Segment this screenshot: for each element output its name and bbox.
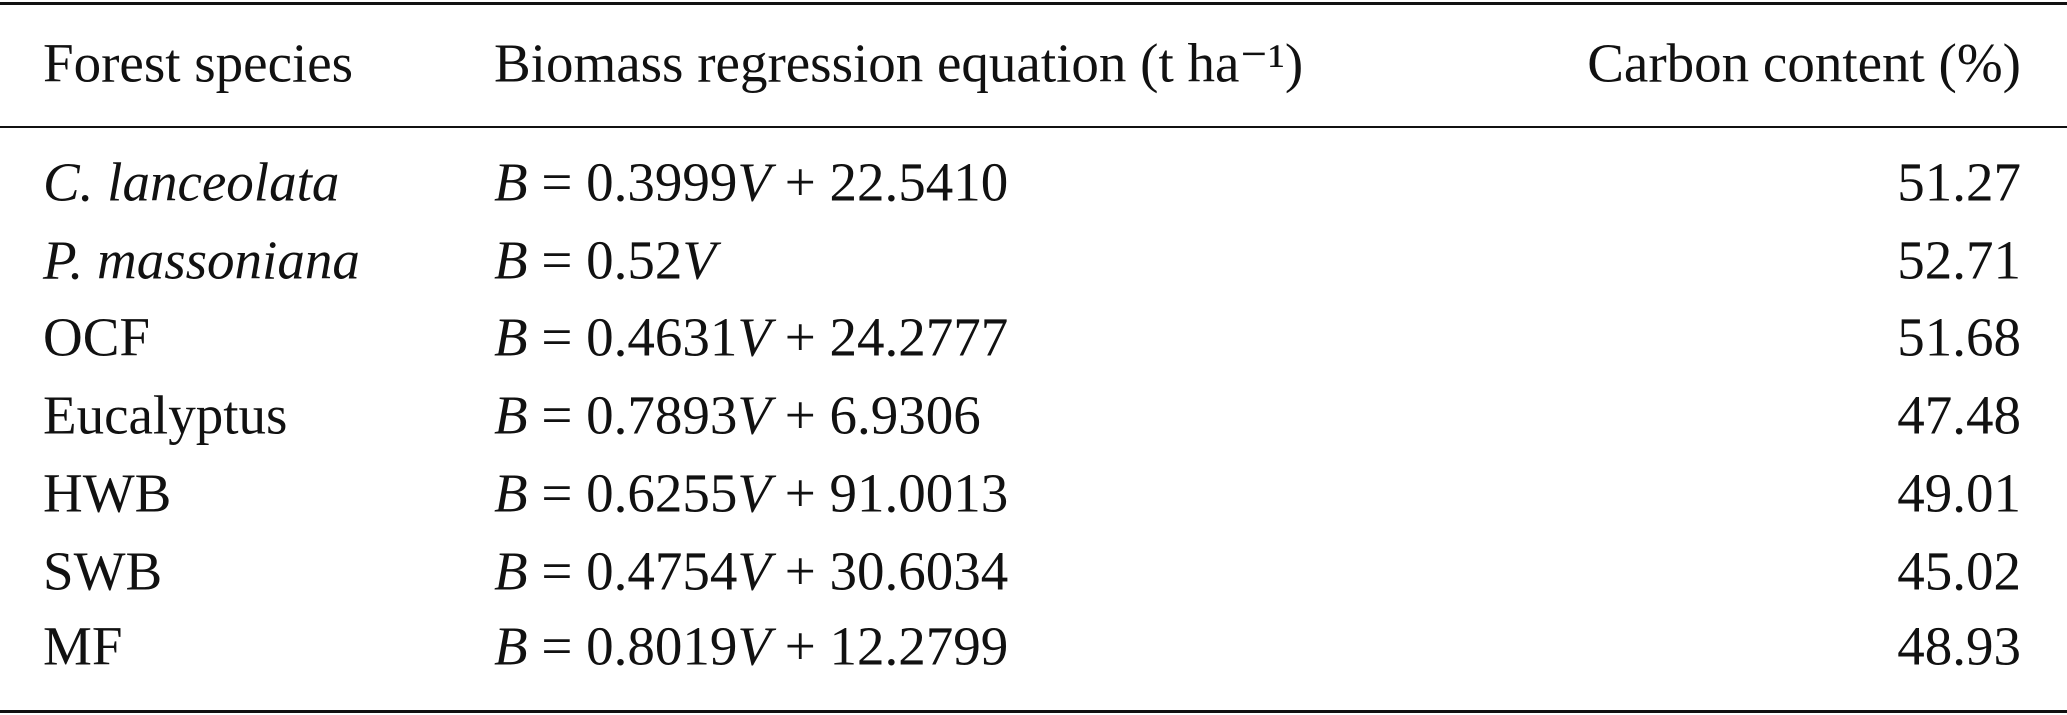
- species-cell: C. lanceolata: [43, 151, 340, 213]
- equation-cell: B = 0.7893V + 6.9306: [494, 384, 981, 446]
- equation-cell: B = 0.4631V + 24.2777: [494, 306, 1009, 368]
- header-cell: Carbon content (%): [1587, 32, 2021, 94]
- equation-cell: B = 0.52V: [494, 229, 716, 291]
- equation-cell: B = 0.6255V + 91.0013: [494, 462, 1009, 524]
- carbon-cell: 51.68: [1897, 306, 2021, 368]
- species-cell: MF: [43, 615, 123, 677]
- species-cell: OCF: [43, 306, 150, 368]
- equation-cell: B = 0.3999V + 22.5410: [494, 151, 1009, 213]
- header-cell: Forest species: [43, 32, 354, 94]
- header-cell: Biomass regression equation (t ha⁻¹): [494, 32, 1304, 94]
- carbon-cell: 52.71: [1897, 229, 2021, 291]
- equation-cell: B = 0.4754V + 30.6034: [494, 540, 1009, 602]
- carbon-cell: 45.02: [1897, 540, 2021, 602]
- species-cell: P. massoniana: [43, 229, 360, 291]
- equation-cell: B = 0.8019V + 12.2799: [494, 615, 1009, 677]
- top-rule: [0, 2, 2067, 5]
- species-cell: HWB: [43, 462, 172, 524]
- bottom-rule: [0, 710, 2067, 713]
- carbon-cell: 49.01: [1897, 462, 2021, 524]
- species-cell: Eucalyptus: [43, 384, 288, 446]
- carbon-cell: 51.27: [1897, 151, 2021, 213]
- carbon-cell: 47.48: [1897, 384, 2021, 446]
- species-cell: SWB: [43, 540, 163, 602]
- header-rule: [0, 126, 2067, 128]
- carbon-cell: 48.93: [1897, 615, 2021, 677]
